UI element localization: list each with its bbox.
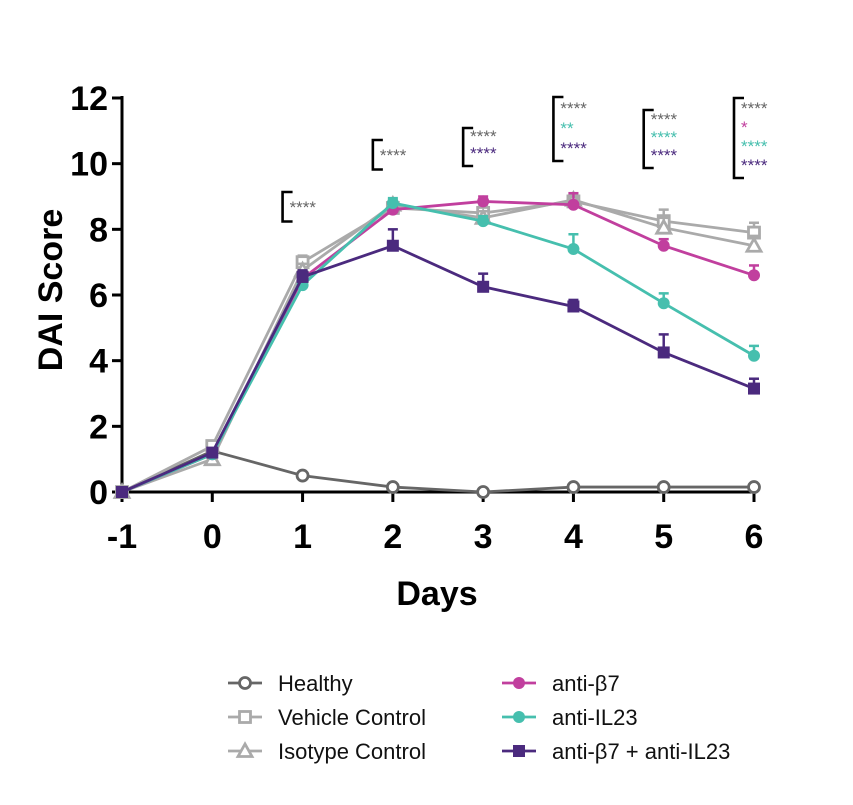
series-line	[121, 449, 754, 494]
legend-item-vehicle-control: Vehicle Control	[228, 705, 426, 730]
x-tick-label: 0	[203, 518, 222, 556]
y-tick-label: 8	[89, 211, 108, 249]
data-point	[386, 197, 399, 210]
significance-label: *	[741, 118, 748, 137]
significance-bracket	[281, 190, 293, 223]
significance-bracket	[371, 138, 383, 171]
x-tick-label: 5	[654, 518, 673, 556]
legend-label: Isotype Control	[278, 739, 426, 764]
legend-label: anti-β7	[552, 671, 620, 696]
data-point	[747, 480, 761, 494]
data-point	[385, 480, 400, 494]
annotation-day-4: **********	[552, 95, 587, 163]
data-point	[296, 270, 309, 283]
significance-bracket	[732, 96, 744, 180]
significance-label: ****	[380, 146, 407, 165]
x-tick-label: -1	[107, 518, 137, 556]
legend-label: Vehicle Control	[278, 705, 426, 730]
significance-label: ****	[470, 144, 497, 163]
data-point	[748, 349, 760, 362]
significance-bracket	[642, 108, 654, 170]
legend-swatch-marker	[235, 741, 255, 758]
y-tick-label: 0	[89, 474, 108, 512]
legend-swatch-marker	[238, 710, 252, 724]
series-line	[121, 244, 755, 494]
x-tick-label: 1	[293, 518, 312, 556]
y-tick-label: 6	[89, 277, 108, 315]
data-point	[657, 297, 670, 310]
significance-label: ****	[560, 139, 587, 158]
data-point	[116, 486, 128, 498]
x-tick-label: 4	[564, 518, 583, 556]
legend-swatch-marker	[513, 745, 525, 757]
x-tick-label: 3	[474, 518, 493, 556]
data-point	[206, 446, 219, 459]
legend-item-isotype-control: Isotype Control	[228, 739, 426, 764]
legend-label: anti-IL23	[552, 705, 638, 730]
significance-label: ****	[560, 99, 587, 118]
annotation-day-5: ************	[642, 108, 678, 170]
legend-label: anti-β7 + anti-IL23	[552, 739, 730, 764]
legend-swatch-marker	[513, 711, 525, 723]
data-point	[657, 346, 670, 359]
data-point	[657, 239, 670, 252]
data-point	[748, 382, 760, 395]
legend-swatch-marker	[513, 677, 525, 689]
annotation-day-3: ********	[461, 126, 497, 168]
legend-item-anti-7-anti-il23: anti-β7 + anti-IL23	[502, 739, 730, 764]
x-tick-label: 6	[745, 518, 764, 556]
significance-label: ****	[290, 198, 317, 217]
x-tick-label: 2	[383, 518, 402, 556]
legend-swatch-marker	[238, 676, 252, 690]
x-axis-title: Days	[396, 575, 477, 613]
data-point	[567, 243, 580, 256]
annotation-day-1: ****	[281, 190, 317, 223]
data-point	[566, 480, 581, 494]
significance-bracket	[552, 95, 564, 163]
data-point	[476, 485, 491, 499]
data-point	[654, 217, 674, 235]
data-point	[567, 198, 580, 211]
y-tick-label: 12	[70, 80, 108, 118]
data-series	[112, 189, 764, 499]
data-point	[295, 468, 310, 483]
y-tick-label: 4	[89, 343, 108, 381]
data-point	[477, 215, 490, 228]
data-point	[656, 480, 671, 494]
significance-label: **	[560, 119, 574, 138]
data-point	[748, 269, 760, 282]
y-tick-label: 2	[89, 408, 108, 446]
legend-item-healthy: Healthy	[228, 671, 353, 696]
series-anti-7-anti-il23	[116, 228, 760, 498]
data-point	[477, 195, 490, 208]
significance-annotations: ****************************************…	[281, 95, 768, 223]
significance-label: ****	[741, 156, 768, 175]
y-tick-label: 10	[70, 146, 108, 184]
significance-label: ****	[651, 128, 678, 147]
data-point	[477, 280, 490, 293]
significance-bracket	[461, 126, 474, 168]
legend-label: Healthy	[278, 671, 353, 696]
data-point	[744, 235, 764, 253]
data-point	[567, 300, 580, 313]
significance-label: ****	[741, 99, 768, 118]
significance-label: ****	[651, 110, 678, 129]
significance-label: ****	[470, 127, 497, 146]
significance-label: ****	[741, 137, 768, 156]
significance-label: ****	[651, 146, 678, 165]
annotation-day-2: ****	[371, 138, 407, 171]
annotation-day-6: *************	[732, 96, 768, 180]
legend-item-anti-il23: anti-IL23	[502, 705, 638, 730]
y-axis-title: DAI Score	[32, 209, 70, 372]
data-point	[386, 239, 399, 252]
legend: Healthy Vehicle Control Isotype Control ant…	[228, 671, 730, 764]
legend-item-anti-7: anti-β7	[502, 671, 620, 696]
